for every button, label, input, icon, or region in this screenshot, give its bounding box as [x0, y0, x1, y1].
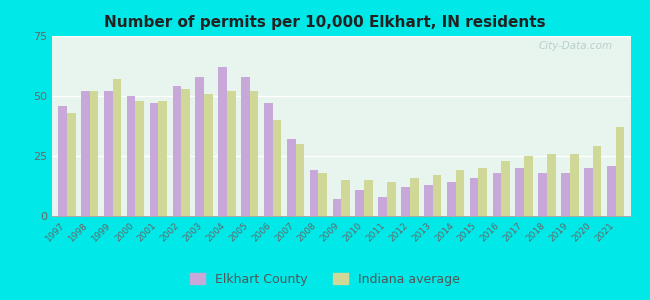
Bar — [112, 79, 122, 216]
Bar — [272, 120, 281, 216]
Bar — [424, 185, 433, 216]
Bar — [67, 113, 75, 216]
Bar — [159, 101, 167, 216]
Bar — [607, 166, 616, 216]
Bar — [401, 187, 410, 216]
Bar — [493, 173, 501, 216]
Bar — [447, 182, 456, 216]
Bar — [584, 168, 593, 216]
Bar — [318, 173, 327, 216]
Bar — [333, 199, 341, 216]
Bar — [127, 96, 135, 216]
Bar — [172, 86, 181, 216]
Bar — [135, 101, 144, 216]
Text: Number of permits per 10,000 Elkhart, IN residents: Number of permits per 10,000 Elkhart, IN… — [104, 15, 546, 30]
Bar — [196, 77, 204, 216]
Bar — [356, 190, 364, 216]
Legend: Elkhart County, Indiana average: Elkhart County, Indiana average — [185, 268, 465, 291]
Bar — [378, 197, 387, 216]
Bar — [470, 178, 478, 216]
Bar — [593, 146, 601, 216]
Bar — [433, 175, 441, 216]
Bar — [410, 178, 419, 216]
Bar — [264, 103, 272, 216]
Bar — [104, 91, 112, 216]
Bar — [478, 168, 487, 216]
Bar — [218, 67, 227, 216]
Bar — [287, 139, 296, 216]
Bar — [58, 106, 67, 216]
Bar — [181, 89, 190, 216]
Bar — [204, 94, 213, 216]
Bar — [515, 168, 524, 216]
Text: City-Data.com: City-Data.com — [539, 41, 613, 51]
Bar — [150, 103, 159, 216]
Bar — [524, 156, 533, 216]
Bar — [227, 91, 235, 216]
Bar — [364, 180, 373, 216]
Bar — [501, 161, 510, 216]
Bar — [90, 91, 98, 216]
Bar — [616, 127, 625, 216]
Bar — [456, 170, 464, 216]
Bar — [561, 173, 570, 216]
Bar — [341, 180, 350, 216]
Bar — [538, 173, 547, 216]
Bar — [547, 154, 556, 216]
Bar — [570, 154, 578, 216]
Bar — [81, 91, 90, 216]
Bar — [387, 182, 396, 216]
Bar — [250, 91, 259, 216]
Bar — [296, 144, 304, 216]
Bar — [309, 170, 318, 216]
Bar — [241, 77, 250, 216]
